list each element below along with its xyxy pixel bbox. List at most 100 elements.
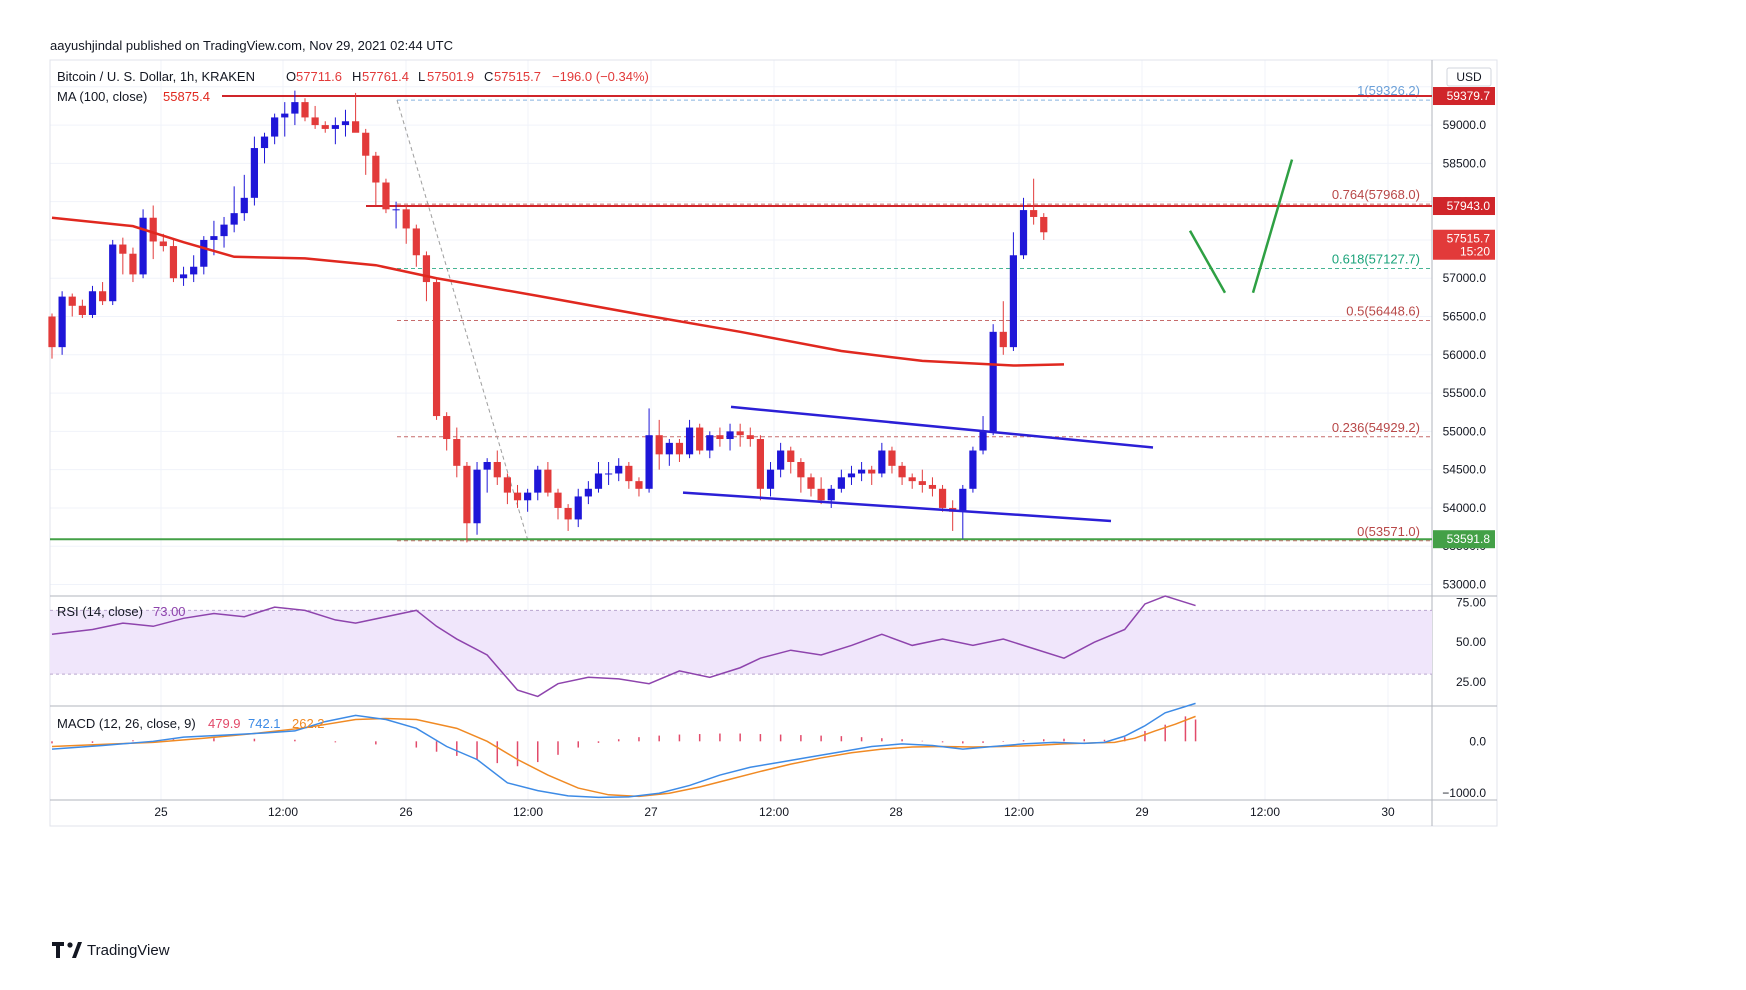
price-tick-label: 56000.0 [1443, 348, 1487, 362]
candle-up [989, 331, 997, 432]
rsi-tick-label: 50.00 [1456, 635, 1486, 649]
symbol-label: Bitcoin / U. S. Dollar, 1h, KRAKEN [57, 69, 255, 84]
macd-hist-value: 479.9 [208, 716, 241, 731]
candle-up [605, 473, 613, 475]
candle-down [382, 182, 390, 210]
candle-down [625, 465, 633, 482]
fib-label: 0.764(57968.0) [1332, 187, 1420, 202]
published-header: aayushjindal published on TradingView.co… [50, 38, 454, 53]
channel-upper-line [730, 405, 1154, 449]
candle-down [311, 117, 319, 126]
candle-down [797, 462, 805, 478]
fib-label: 0.5(56448.6) [1346, 303, 1420, 318]
candle-down [554, 492, 562, 508]
projection-down-line [1188, 230, 1227, 294]
candle-down [655, 435, 663, 455]
candle-down [736, 431, 744, 436]
candle-down [402, 209, 410, 229]
candle-up [706, 435, 714, 451]
time-tick-label: 12:00 [1250, 805, 1280, 819]
candle-down [564, 507, 572, 520]
price-tick-label: 59000.0 [1443, 118, 1487, 132]
candle-up [574, 496, 582, 520]
ohlc-open-value: 57711.6 [296, 69, 342, 84]
candle-up [331, 125, 339, 129]
currency-label[interactable]: USD [1446, 67, 1492, 87]
candle-down [352, 121, 360, 133]
candle-down [675, 442, 684, 455]
ohlc-high-value: 57761.4 [362, 69, 409, 84]
candle-down [463, 465, 471, 524]
pane-frames [49, 59, 1498, 827]
candle-up [615, 465, 623, 474]
candle-up [777, 450, 785, 470]
candle-up [726, 431, 734, 440]
rsi-legend: RSI (14, close) 73.00 [57, 604, 186, 619]
rsi-band [50, 610, 1432, 675]
candle-up [584, 488, 592, 497]
macd-pane [51, 702, 1197, 799]
chart-grid [50, 60, 1432, 800]
candle-up [190, 266, 198, 275]
price-change: −196.0 (−0.34%) [552, 69, 649, 84]
candle-up [979, 431, 987, 451]
candle-down [908, 477, 916, 482]
candle-up [665, 442, 673, 455]
candle-down [159, 241, 167, 247]
ohlc-low-value: 57501.9 [427, 69, 474, 84]
tradingview-logo: TradingView [52, 942, 170, 959]
time-tick-label: 27 [644, 805, 658, 819]
candle-up [109, 244, 117, 302]
candle-down [78, 305, 86, 315]
ohlc-high-key: H [352, 69, 361, 84]
candle-up [341, 121, 350, 126]
price-tick-label: 53000.0 [1443, 578, 1487, 592]
candle-up [88, 291, 97, 315]
price-labels: 59379.7 57943.0 57515.715:20 53591.8 [1433, 87, 1495, 549]
price-tag [1433, 530, 1495, 549]
candle-down [544, 469, 552, 493]
candle-down [412, 228, 420, 256]
macd-line [51, 702, 1196, 799]
macd-tick-label: 0.0 [1469, 734, 1486, 748]
candle-up [483, 462, 491, 470]
candle-up [1009, 255, 1017, 348]
price-tag-value: 57943.0 [1447, 199, 1491, 213]
rsi-label: RSI (14, close) [57, 604, 143, 619]
fib-label: 0(53571.0) [1357, 524, 1420, 539]
candle-up [220, 224, 228, 237]
candle-up [594, 473, 603, 489]
fib-label: 1(59326.2) [1357, 83, 1420, 98]
candle-down [1030, 210, 1038, 217]
candle-down [129, 253, 137, 275]
time-tick-label: 12:00 [759, 805, 789, 819]
rsi-value: 73.00 [153, 604, 186, 619]
candle-down [696, 427, 704, 451]
time-tick-label: 29 [1135, 805, 1149, 819]
candle-down [928, 484, 937, 489]
candle-up [959, 488, 967, 512]
time-axis: 25 12:00 26 12:00 27 12:00 28 12:00 29 12:00 30 [154, 805, 1395, 819]
price-tick-label: 55500.0 [1443, 386, 1487, 400]
candle-down [999, 331, 1007, 348]
candle-down [807, 477, 815, 489]
candle-down [817, 488, 825, 501]
candle-down [443, 416, 451, 440]
macd-signal-value: 262.2 [292, 716, 325, 731]
candle-up [200, 239, 208, 267]
price-tag-value: 53591.8 [1447, 532, 1491, 546]
candle-up [139, 217, 147, 275]
candle-down [938, 488, 947, 508]
price-tag [1433, 87, 1495, 106]
rsi-pane [50, 595, 1432, 698]
time-tick-label: 30 [1381, 805, 1395, 819]
tv-logo-icon [52, 942, 64, 958]
macd-line-value: 742.1 [248, 716, 281, 731]
moving-average-100 [51, 216, 1065, 367]
candle-up [969, 450, 977, 489]
candle-up [1019, 210, 1028, 256]
fib-label: 0.236(54929.2) [1332, 420, 1420, 435]
time-tick-label: 12:00 [513, 805, 543, 819]
price-tag-value: 59379.7 [1447, 89, 1491, 103]
